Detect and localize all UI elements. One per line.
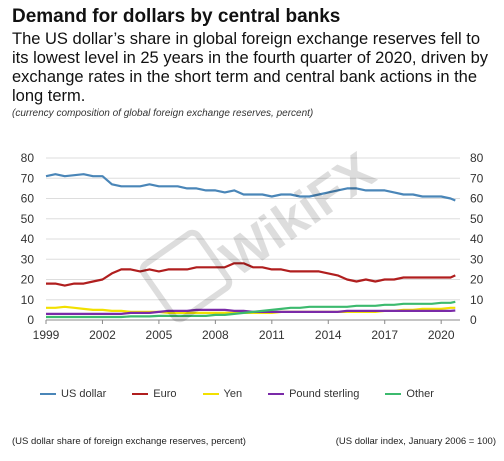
y-tick-label-left: 40 xyxy=(21,232,35,246)
legend-swatch xyxy=(202,393,219,395)
series-line-euro xyxy=(46,262,456,287)
chart-subtitle: The US dollar’s share in global foreign … xyxy=(12,30,489,105)
x-tick-label: 2008 xyxy=(202,328,229,342)
y-tick-label-right: 60 xyxy=(470,192,484,206)
legend-item: Other xyxy=(385,388,434,400)
legend-swatch xyxy=(268,393,285,395)
chart-legend: US dollar Euro Yen Pound sterling Other xyxy=(40,388,500,400)
legend-item: Euro xyxy=(132,388,177,400)
x-tick-label: 2002 xyxy=(89,328,116,342)
legend-item: Yen xyxy=(202,388,243,400)
legend-label: US dollar xyxy=(61,388,107,400)
x-tick-label: 2005 xyxy=(146,328,173,342)
legend-item: Pound sterling xyxy=(268,388,359,400)
series-line-other xyxy=(46,300,456,319)
y-tick-label-left: 20 xyxy=(21,273,35,287)
y-tick-label-left: 70 xyxy=(21,171,35,185)
y-tick-label-left: 60 xyxy=(21,192,35,206)
x-tick-label: 2017 xyxy=(371,328,398,342)
y-tick-label-right: 50 xyxy=(470,212,484,226)
legend-label: Other xyxy=(406,388,434,400)
series-line-us-dollar xyxy=(45,173,456,202)
y-tick-label-right: 10 xyxy=(470,293,484,307)
y-tick-label-right: 0 xyxy=(470,313,477,327)
legend-label: Yen xyxy=(223,388,243,400)
y-tick-label-left: 80 xyxy=(21,151,35,165)
chart-title: Demand for dollars by central banks xyxy=(12,6,341,27)
legend-swatch xyxy=(40,393,56,395)
y-tick-label-left: 50 xyxy=(21,212,35,226)
legend-label: Pound sterling xyxy=(289,388,360,400)
x-tick-label: 2020 xyxy=(428,328,455,342)
legend-item: US dollar xyxy=(40,388,106,400)
y-tick-label-right: 30 xyxy=(470,252,484,266)
y-tick-label-right: 20 xyxy=(470,273,484,287)
y-tick-label-right: 40 xyxy=(470,232,484,246)
x-tick-label: 2014 xyxy=(315,328,342,342)
y-tick-label-right: 80 xyxy=(470,151,484,165)
footnote-left: (US dollar share of foreign exchange res… xyxy=(12,436,246,447)
legend-swatch xyxy=(385,393,402,395)
y-tick-label-left: 30 xyxy=(21,252,35,266)
legend-label: Euro xyxy=(153,388,177,400)
chart-unit-note: (currency composition of global foreign … xyxy=(12,108,314,119)
legend-swatch xyxy=(132,393,149,395)
y-tick-label-left: 0 xyxy=(27,313,34,327)
x-tick-label: 2011 xyxy=(259,328,285,342)
footnote-right: (US dollar index, January 2006 = 100) xyxy=(335,436,496,447)
y-tick-label-left: 10 xyxy=(21,293,35,307)
x-tick-label: 1999 xyxy=(33,328,60,342)
y-tick-label-right: 70 xyxy=(470,171,484,185)
